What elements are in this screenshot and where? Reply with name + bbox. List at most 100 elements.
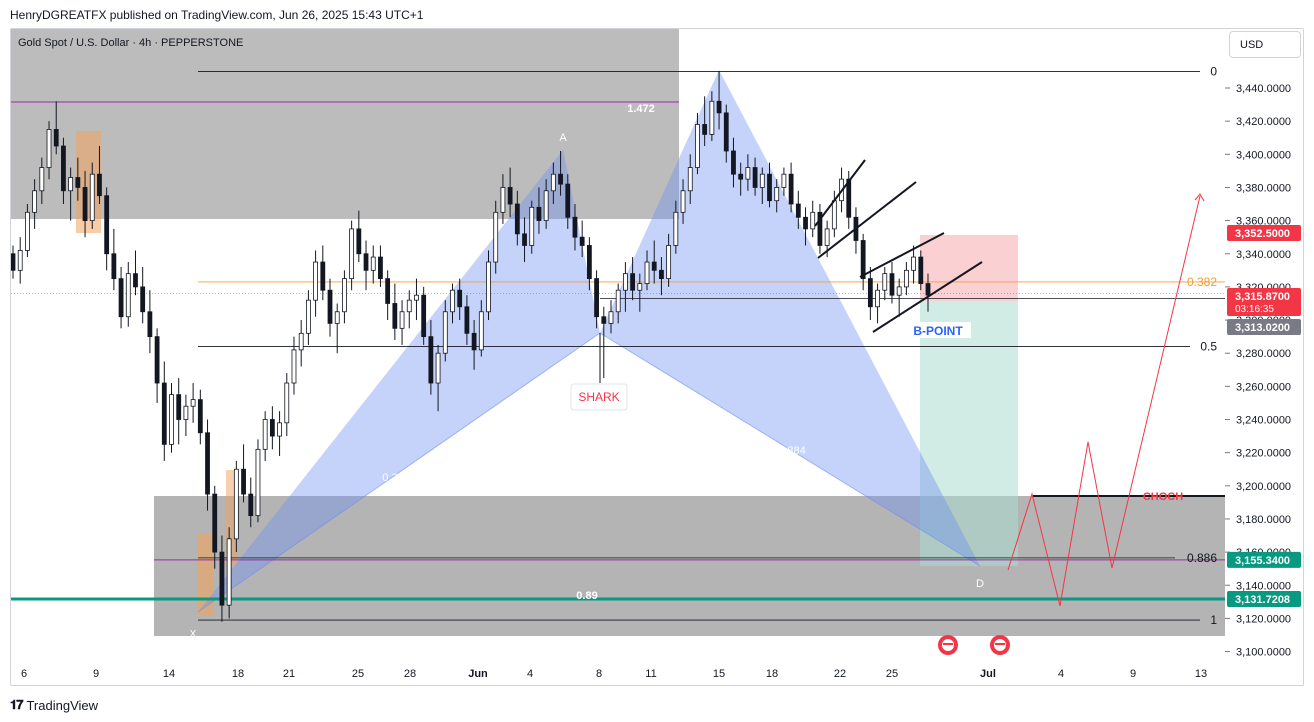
candle-body <box>723 112 729 152</box>
candle-body <box>536 206 542 221</box>
candle-body <box>392 303 398 329</box>
candle-body <box>147 311 153 338</box>
harmonic-bd-line <box>599 332 981 567</box>
candle-body <box>212 493 218 553</box>
x-tick-label: 25 <box>886 668 898 680</box>
b-point-bg <box>905 322 971 338</box>
x-tick-label: 15 <box>713 668 725 680</box>
candle-body <box>356 228 362 255</box>
candle-body <box>61 145 66 192</box>
fib-label: 0.5 <box>1200 340 1217 354</box>
shark-label: SHARK <box>578 390 619 404</box>
projection-arrow-icon <box>1194 193 1205 202</box>
x-tick-label: 22 <box>834 668 846 680</box>
candle-body <box>637 283 643 291</box>
candle-body <box>320 261 326 291</box>
candle-body <box>313 261 318 301</box>
candle-body <box>277 422 282 437</box>
candle-body <box>406 299 412 313</box>
x-tick-label: 13 <box>1195 668 1207 680</box>
y-tick-label: 3,360.0000 <box>1236 216 1291 228</box>
x-tick-label: 25 <box>352 668 364 680</box>
candle-body <box>831 200 837 230</box>
candle-body <box>601 316 607 324</box>
candle-body <box>731 150 736 175</box>
candle-body <box>875 289 880 308</box>
candle-body <box>918 256 924 284</box>
candle-body <box>860 240 866 280</box>
candle-body <box>594 278 599 318</box>
candle-body <box>262 419 268 450</box>
publish-header: HenryDGREATFX published on TradingView.c… <box>10 8 424 22</box>
candle-body <box>774 187 780 202</box>
candle-body <box>572 216 578 238</box>
chart-frame <box>10 28 1304 686</box>
candle-body <box>421 294 427 338</box>
price-tag <box>1227 551 1301 568</box>
flag-stripe <box>995 643 1005 645</box>
candle-body <box>111 253 117 280</box>
candle-body <box>428 336 434 384</box>
candle-body <box>745 167 751 180</box>
candle-body <box>53 129 59 147</box>
candle-body <box>651 261 657 271</box>
candle-body <box>586 245 592 280</box>
orderblock-mid <box>226 470 237 565</box>
candle-body <box>25 211 30 251</box>
y-tick-label: 3,380.0000 <box>1236 182 1291 194</box>
price-tag-timer: 03:16:35 <box>1235 304 1274 315</box>
harmonic-leg-bcd <box>600 70 980 566</box>
x-tick-label: 28 <box>404 668 416 680</box>
fib-label: 0 <box>1210 64 1217 78</box>
candle-body <box>133 273 138 288</box>
candle-body <box>89 173 95 222</box>
x-tick-label: 14 <box>163 668 175 680</box>
candle-body <box>507 187 513 205</box>
candle-body <box>169 394 174 445</box>
currency-button[interactable]: USD <box>1229 31 1301 58</box>
tradingview-logo-icon: 𝟏𝟕 <box>10 697 24 712</box>
supply-zone <box>11 29 679 219</box>
x-tick-label: 4 <box>1058 668 1064 680</box>
candle-body <box>781 173 787 188</box>
point-d-label: D <box>976 578 984 590</box>
candle-body <box>630 273 636 291</box>
candle-body <box>435 352 441 384</box>
candle-body <box>889 273 895 296</box>
x-tick-label: 9 <box>93 668 99 680</box>
candle-body <box>68 177 74 192</box>
choch-label: CHOCH <box>1143 491 1183 503</box>
chart-title: Gold Spot / U.S. Dollar · 4h · PEPPERSTO… <box>18 37 243 49</box>
y-tick-label: 3,440.0000 <box>1236 83 1291 95</box>
candle-body <box>385 278 391 304</box>
candle-body <box>680 190 686 213</box>
candle-body <box>349 228 355 280</box>
candle-body <box>17 250 23 271</box>
candle-body <box>205 432 210 495</box>
stop-loss-zone <box>920 235 1018 301</box>
ratio-label-c: 0.884 <box>778 445 806 457</box>
x-tick-label: 21 <box>283 668 295 680</box>
candle-body <box>327 289 333 324</box>
b-point-label: B-POINT <box>913 324 963 338</box>
orderblock-low <box>198 533 214 615</box>
candle-body <box>190 399 196 407</box>
candle-body <box>702 124 708 135</box>
x-tick-label: 18 <box>766 668 778 680</box>
channel-2-lower <box>872 261 983 333</box>
candle-body <box>125 273 131 318</box>
y-tick-label: 3,260.0000 <box>1236 381 1291 393</box>
candle-body <box>183 405 189 420</box>
candle-body <box>666 245 672 280</box>
candle-body <box>824 228 830 246</box>
candle-body <box>558 173 563 185</box>
candle-body <box>233 468 239 540</box>
x-tick-label: 9 <box>1130 668 1136 680</box>
y-tick-label: 3,220.0000 <box>1236 448 1291 460</box>
candle-body <box>298 332 304 351</box>
y-tick-label: 3,400.0000 <box>1236 149 1291 161</box>
candle-body <box>284 382 290 424</box>
candle-body <box>457 289 463 308</box>
ratio-label-a: 1.472 <box>627 103 655 115</box>
